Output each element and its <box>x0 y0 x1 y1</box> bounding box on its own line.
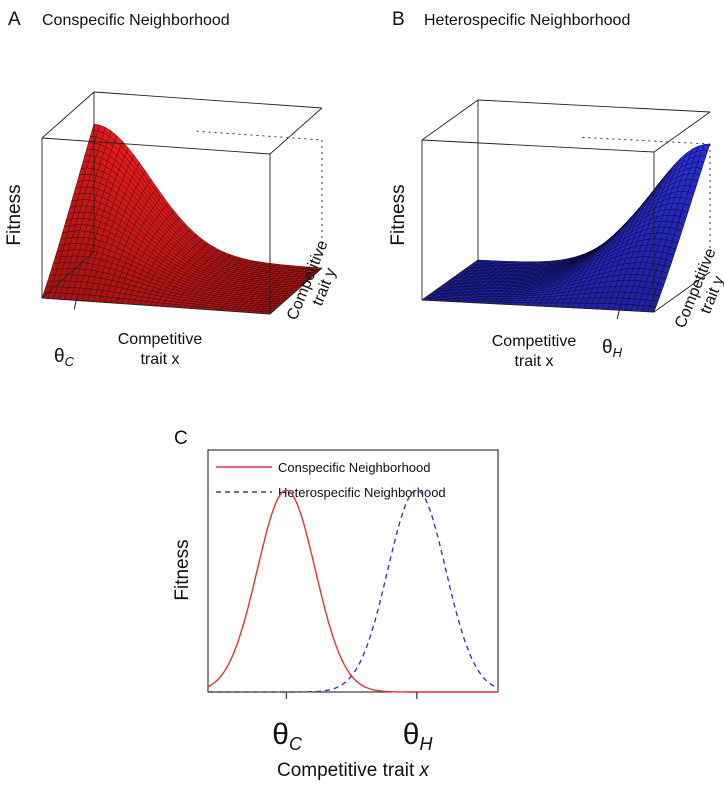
box-edge <box>421 299 655 313</box>
surface-plot-b: B Heterospecific Neighborhood Fitness θH… <box>388 9 724 370</box>
box-guide <box>196 130 323 141</box>
box-edge <box>269 107 323 155</box>
curves <box>207 489 499 693</box>
box-edge <box>93 91 323 109</box>
panel-c: C Conspecific Neighborhood Heterospecific… <box>150 420 550 786</box>
panel-a-x-label-line2: trait x <box>140 351 179 368</box>
x-ticks: θC θH <box>272 692 433 754</box>
box-edge <box>41 137 271 155</box>
box-edge <box>653 111 711 153</box>
box-edge <box>421 259 479 301</box>
box-edge <box>421 99 479 141</box>
panel-c-x-label: Competitive trait x <box>277 760 431 781</box>
x-tick-mark <box>616 310 620 320</box>
box-a <box>41 91 323 315</box>
surface-plot-a: A Conspecific Neighborhood Fitness θC Co… <box>4 9 340 369</box>
panel-a-z-label: Fitness <box>4 184 25 245</box>
box-edge <box>41 297 271 315</box>
panel-b-letter: B <box>392 9 405 30</box>
series-line-heterospecific <box>208 489 499 693</box>
panel-a-title: Conspecific Neighborhood <box>42 12 230 29</box>
series-line-conspecific <box>207 489 498 693</box>
panel-c-y-label: Fitness <box>172 539 193 600</box>
box-edge <box>269 267 323 315</box>
panel-b-title: Heterospecific Neighborhood <box>424 12 630 29</box>
box-edge <box>41 91 95 139</box>
plot-frame <box>207 449 499 693</box>
box-guide <box>582 136 711 145</box>
panel-b-z-label: Fitness <box>388 184 409 245</box>
panel-b-x-tick: θH <box>602 337 623 360</box>
panel-b: B Heterospecific Neighborhood Fitness θH… <box>362 0 724 405</box>
panel-b-x-label-line2: trait x <box>514 353 553 370</box>
legend: Conspecific Neighborhood Heterospecific N… <box>216 460 446 500</box>
panel-a: A Conspecific Neighborhood Fitness θC Co… <box>0 0 362 405</box>
panel-c-letter: C <box>174 428 188 449</box>
box-edge <box>477 99 711 113</box>
legend-label: Conspecific Neighborhood <box>278 460 430 475</box>
surface-b <box>421 143 711 313</box>
panel-a-x-tick: θC <box>54 346 75 369</box>
panel-b-x-label-line1: Competitive <box>492 333 577 350</box>
box-edge <box>421 139 655 153</box>
surface-a <box>41 123 323 315</box>
box-edge <box>653 271 711 313</box>
x-tick-label: θC <box>272 718 303 754</box>
x-tick-mark <box>73 300 77 310</box>
box-edge <box>41 251 95 299</box>
line-plot-c: C Conspecific Neighborhood Heterospecific… <box>172 428 499 781</box>
x-tick-label: θH <box>403 718 434 754</box>
legend-label: Heterospecific Neighborhood <box>278 485 446 500</box>
box-b <box>421 99 711 320</box>
panel-a-letter: A <box>8 9 21 30</box>
panel-a-x-label-line1: Competitive <box>118 331 203 348</box>
